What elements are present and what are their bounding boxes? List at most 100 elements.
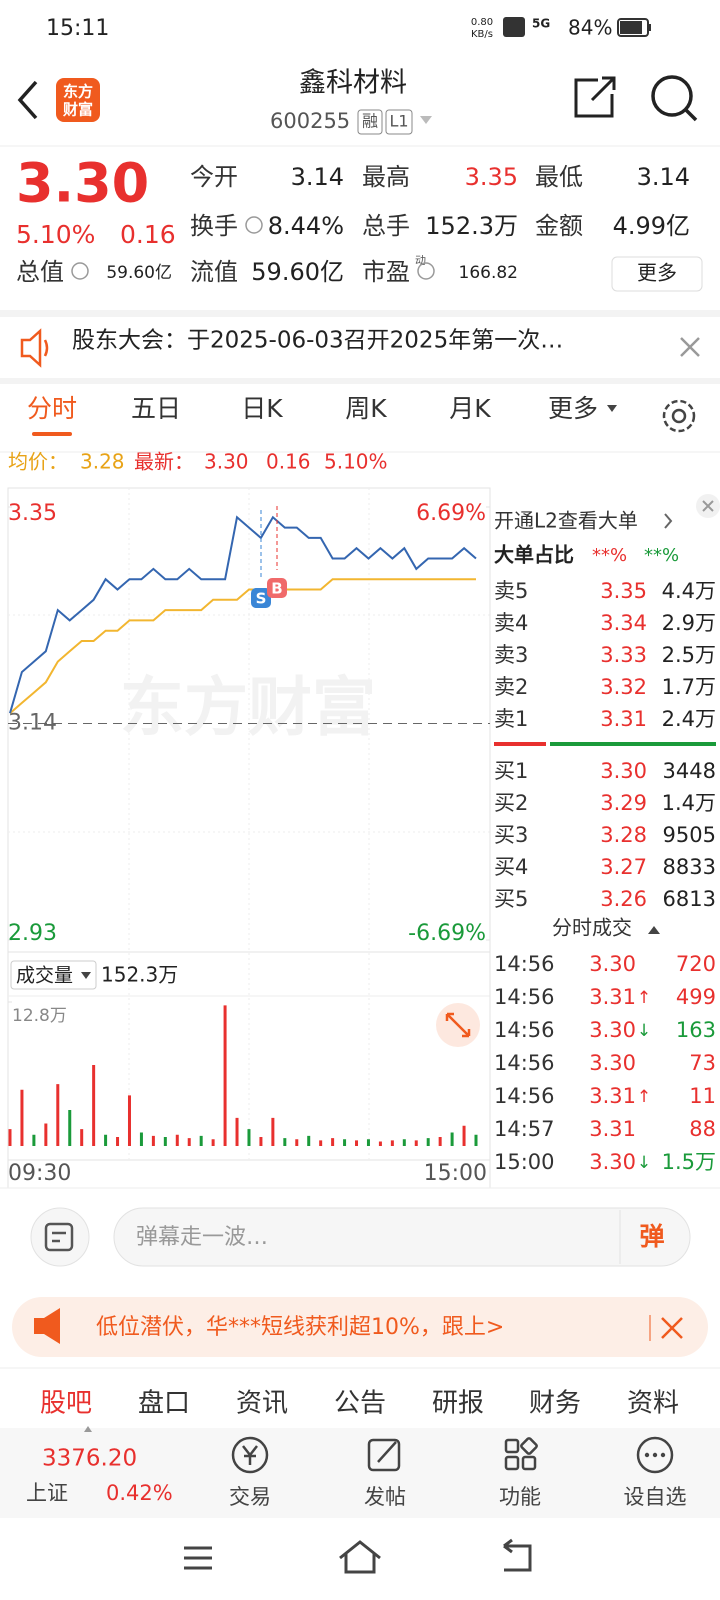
volume-selector[interactable] <box>10 960 97 990</box>
trade-time: 14:57 <box>494 1117 555 1141</box>
sell-marker-text: S <box>256 590 267 608</box>
trades-title: 分时成交 <box>552 916 632 940</box>
book-price: 3.30 <box>600 759 647 783</box>
home-button[interactable] <box>339 1540 381 1574</box>
danmu-settings[interactable] <box>30 1207 90 1267</box>
tab[interactable]: 周K <box>345 394 387 423</box>
notice-close[interactable] <box>680 337 700 357</box>
notice-text[interactable]: 股东大会：于2025-06-03召开2025年第一次… <box>72 328 563 354</box>
stat-value: 166.82 <box>459 263 518 283</box>
ratio-bar-buy <box>550 742 716 746</box>
sort-caret <box>648 926 660 934</box>
more-button[interactable] <box>611 256 703 292</box>
volume-bar <box>402 1139 406 1146</box>
bottom-tab[interactable]: 资讯 <box>236 1389 288 1419</box>
y-tick-label: 3.14 <box>8 711 57 736</box>
volume-bar <box>92 1065 96 1146</box>
danmu-icon-bg <box>30 1207 90 1267</box>
info-icon <box>417 262 435 280</box>
l2-close[interactable] <box>696 494 720 518</box>
chart-grid <box>8 488 490 1160</box>
function-icon <box>504 1455 520 1471</box>
danmu-placeholder[interactable]: 弹幕走一波… <box>136 1225 268 1250</box>
footer-nav[interactable]: 发帖 <box>364 1485 406 1509</box>
bottom-tab[interactable]: 资料 <box>627 1389 679 1419</box>
volume-bar <box>163 1137 167 1146</box>
expand-button[interactable] <box>436 1003 480 1047</box>
menu-button[interactable] <box>184 1546 212 1570</box>
bottom-tab[interactable]: 财务 <box>529 1389 581 1419</box>
volume-bar <box>366 1139 370 1146</box>
function-icon <box>521 1455 537 1471</box>
volume-bar <box>8 1129 12 1146</box>
bottom-tab[interactable]: 股吧 <box>40 1389 92 1419</box>
promo-close[interactable] <box>661 1317 683 1339</box>
footer-nav[interactable]: 功能 <box>499 1485 541 1509</box>
info-icon <box>245 216 263 234</box>
volume-bar <box>116 1137 120 1146</box>
book-level: 买4 <box>494 855 528 879</box>
stat-label: 总手 <box>362 212 410 240</box>
trade-price: 3.31 <box>589 985 636 1009</box>
megaphone-icon <box>34 1308 60 1344</box>
share-icon <box>574 78 614 118</box>
bottom-tab[interactable]: 研报 <box>432 1389 484 1419</box>
stock-name: 鑫科材料 <box>299 68 407 99</box>
promo-banner[interactable] <box>12 1297 708 1357</box>
volume-bar <box>151 1135 155 1146</box>
ratio-label: 大单占比 <box>494 543 574 567</box>
tab[interactable]: 月K <box>449 394 491 423</box>
ratio-buy: **% <box>644 545 679 566</box>
back-button[interactable] <box>17 80 38 120</box>
back-nav-button[interactable] <box>503 1538 532 1572</box>
promo-text[interactable]: 低位潜伏，华***短线获利超10%，跟上> <box>96 1315 504 1340</box>
book-volume: 2.9万 <box>662 611 716 635</box>
more-button-label[interactable]: 更多 <box>637 261 677 285</box>
footer-nav[interactable]: 设自选 <box>624 1485 687 1509</box>
book-volume: 9505 <box>663 823 716 847</box>
bottom-tab[interactable]: 盘口 <box>138 1389 190 1419</box>
y-tick-label: 3.35 <box>8 501 57 526</box>
tab[interactable]: 更多 <box>548 394 598 423</box>
avg-label: 均价： <box>8 450 68 474</box>
change: 0.16 <box>120 220 176 249</box>
trade-arrow: ↓ <box>637 1153 651 1173</box>
stat-value: 8.44% <box>268 212 344 240</box>
expand-caret <box>84 1426 92 1432</box>
tab[interactable]: 分时 <box>27 394 77 423</box>
book-level: 卖5 <box>494 579 528 603</box>
danmu-input[interactable] <box>113 1207 691 1267</box>
tab[interactable]: 日K <box>241 394 283 423</box>
book-price: 3.27 <box>600 855 647 879</box>
book-price: 3.28 <box>600 823 647 847</box>
divider <box>0 310 720 317</box>
search-button[interactable] <box>651 75 698 122</box>
trade-icon <box>242 1445 258 1465</box>
book-price: 3.26 <box>600 887 647 911</box>
settings-button[interactable] <box>662 399 696 433</box>
danmu-button[interactable]: 弹 <box>639 1222 664 1251</box>
l2-prompt[interactable]: 开通L2查看大单 <box>494 509 638 533</box>
book-volume: 1.7万 <box>662 675 716 699</box>
footer-nav[interactable]: 交易 <box>229 1485 271 1509</box>
tab[interactable]: 五日 <box>131 394 181 423</box>
trade-time: 15:00 <box>494 1150 555 1174</box>
volume-bar <box>450 1132 454 1146</box>
share-button[interactable] <box>574 76 616 118</box>
bottom-tab[interactable]: 公告 <box>334 1389 386 1419</box>
book-volume: 2.5万 <box>662 643 716 667</box>
watch-icon <box>636 1436 674 1474</box>
watermark: 东方财富 <box>120 672 376 746</box>
post-icon <box>367 1438 401 1472</box>
book-level: 买5 <box>494 887 528 911</box>
volume-bar <box>20 1089 24 1146</box>
volume-bar <box>426 1138 430 1146</box>
danmu-icon <box>44 1222 74 1252</box>
trade-price: 3.30 <box>589 1150 636 1174</box>
volume-bar <box>247 1129 251 1146</box>
index-value: 3376.20 <box>42 1446 137 1472</box>
volume-bar <box>199 1135 203 1146</box>
avg-price-line <box>9 578 476 714</box>
stat-label: 换手 <box>190 212 238 240</box>
